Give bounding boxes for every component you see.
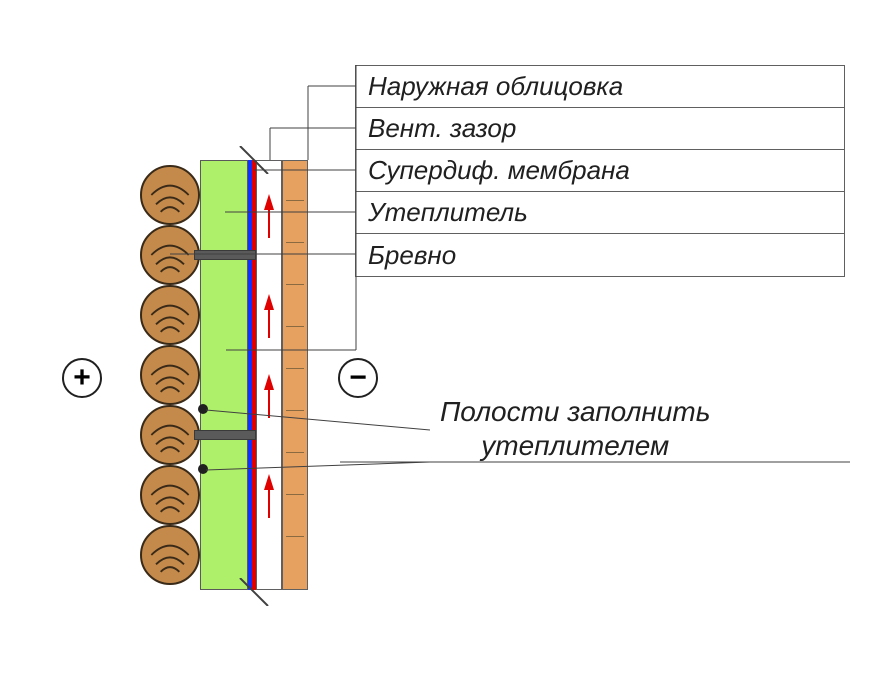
plus-symbol: + (62, 358, 102, 398)
cavity-callout: Полости заполнить утеплителем (440, 395, 710, 462)
insulation-layer (200, 160, 248, 590)
break-mark-top (200, 146, 310, 174)
legend-label: Вент. зазор (368, 113, 516, 144)
airflow-arrow-stem (268, 388, 270, 418)
airflow-arrow-stem (268, 308, 270, 338)
break-mark-bottom (200, 578, 310, 606)
legend-row-cladding: Наружная облицовка (356, 66, 844, 108)
airflow-arrow-icon (264, 194, 274, 210)
minus-symbol: − (338, 358, 378, 398)
crossbar (194, 250, 256, 260)
legend-table: Наружная облицовка Вент. зазор Супердиф.… (355, 65, 845, 277)
cladding-seg (286, 368, 304, 369)
airflow-arrow-stem (268, 208, 270, 238)
callout-line2: утеплителем (440, 429, 710, 463)
cladding-seg (286, 326, 304, 327)
log-circle (140, 225, 200, 285)
airflow-arrow-icon (264, 474, 274, 490)
log-circle (140, 405, 200, 465)
cladding-seg (286, 410, 304, 411)
legend-row-ventgap: Вент. зазор (356, 108, 844, 150)
callout-line1: Полости заполнить (440, 395, 710, 429)
crossbar (194, 430, 256, 440)
airflow-arrow-icon (264, 294, 274, 310)
plus-label: + (73, 361, 91, 395)
legend-label: Наружная облицовка (368, 71, 623, 102)
cladding-seg (286, 242, 304, 243)
legend-label: Бревно (368, 240, 456, 271)
cavity-marker-dot (198, 404, 208, 414)
cladding-seg (286, 200, 304, 201)
legend-row-insulation: Утеплитель (356, 192, 844, 234)
minus-label: − (349, 361, 367, 395)
legend-label: Утеплитель (368, 197, 528, 228)
cladding-layer (282, 160, 308, 590)
cladding-seg (286, 494, 304, 495)
log-circle (140, 165, 200, 225)
airflow-arrow-stem (268, 488, 270, 518)
cladding-seg (286, 536, 304, 537)
legend-row-log: Бревно (356, 234, 844, 276)
cladding-seg (286, 452, 304, 453)
legend-row-membrane: Супердиф. мембрана (356, 150, 844, 192)
log-circle (140, 465, 200, 525)
log-circle (140, 345, 200, 405)
legend-label: Супердиф. мембрана (368, 155, 630, 186)
log-circle (140, 525, 200, 585)
airflow-arrow-icon (264, 374, 274, 390)
cavity-marker-dot (198, 464, 208, 474)
cladding-seg (286, 284, 304, 285)
log-circle (140, 285, 200, 345)
